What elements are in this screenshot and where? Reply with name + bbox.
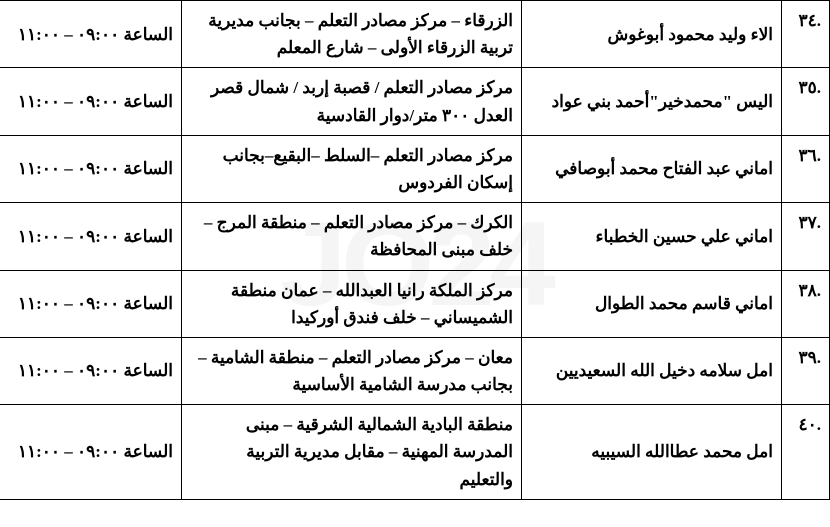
- row-time: الساعة ٠٩:٠٠ – ١١:٠٠: [0, 68, 182, 135]
- row-name: اماني قاسم محمد الطوال: [522, 270, 782, 337]
- row-location: منطقة البادية الشمالية الشرقية – مبنى ال…: [182, 405, 522, 500]
- table-row: .٣٥اليس "محمدخير"أحمد بني عوادمركز مصادر…: [0, 68, 830, 135]
- row-number: .٣٦: [782, 135, 830, 202]
- row-name: اليس "محمدخير"أحمد بني عواد: [522, 68, 782, 135]
- row-location: مركز مصادر التعلم / قصبة إربد / شمال قصر…: [182, 68, 522, 135]
- row-time: الساعة ٠٩:٠٠ – ١١:٠٠: [0, 270, 182, 337]
- table-row: .٣٨اماني قاسم محمد الطوالمركز الملكة ران…: [0, 270, 830, 337]
- row-number: .٣٨: [782, 270, 830, 337]
- row-number: .٤٠: [782, 405, 830, 500]
- row-location: مركز الملكة رانيا العبدالله – عمان منطقة…: [182, 270, 522, 337]
- row-time: الساعة ٠٩:٠٠ – ١١:٠٠: [0, 135, 182, 202]
- table-row: .٣٩امل سلامه دخيل الله السعيديينمعان – م…: [0, 337, 830, 404]
- row-number: .٣٤: [782, 1, 830, 68]
- row-location: الكرك – مركز مصادر التعلم – منطقة المرج …: [182, 203, 522, 270]
- row-location: مركز مصادر التعلم –السلط –البقيع–بجانب إ…: [182, 135, 522, 202]
- table-row: .٣٧اماني علي حسين الخطباءالكرك – مركز مص…: [0, 203, 830, 270]
- row-name: الاء وليد محمود أبوغوش: [522, 1, 782, 68]
- table-row: .٤٠امل محمد عطاالله السيبيهمنطقة البادية…: [0, 405, 830, 500]
- table-row: .٣٦اماني عبد الفتاح محمد أبوصافيمركز مصا…: [0, 135, 830, 202]
- row-name: اماني علي حسين الخطباء: [522, 203, 782, 270]
- row-time: الساعة ٠٩:٠٠ – ١١:٠٠: [0, 203, 182, 270]
- row-time: الساعة ٠٩:٠٠ – ١١:٠٠: [0, 405, 182, 500]
- row-number: .٣٥: [782, 68, 830, 135]
- row-location: الزرقاء – مركز مصادر التعلم – بجانب مدير…: [182, 1, 522, 68]
- row-name: امل سلامه دخيل الله السعيديين: [522, 337, 782, 404]
- schedule-table: .٣٤الاء وليد محمود أبوغوشالزرقاء – مركز …: [0, 0, 830, 500]
- row-number: .٣٧: [782, 203, 830, 270]
- row-name: امل محمد عطاالله السيبيه: [522, 405, 782, 500]
- row-location: معان – مركز مصادر التعلم – منطقة الشامية…: [182, 337, 522, 404]
- table-row: .٣٤الاء وليد محمود أبوغوشالزرقاء – مركز …: [0, 1, 830, 68]
- row-number: .٣٩: [782, 337, 830, 404]
- row-time: الساعة ٠٩:٠٠ – ١١:٠٠: [0, 1, 182, 68]
- row-name: اماني عبد الفتاح محمد أبوصافي: [522, 135, 782, 202]
- row-time: الساعة ٠٩:٠٠ – ١١:٠٠: [0, 337, 182, 404]
